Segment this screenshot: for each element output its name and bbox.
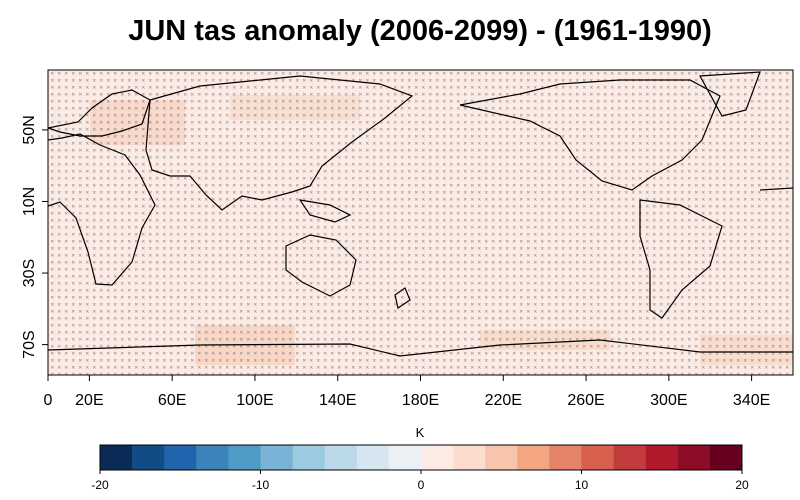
colorbar-swatch <box>292 445 326 470</box>
colorbar-swatch <box>485 445 518 470</box>
colorbar-swatch <box>388 445 422 470</box>
colorbar-swatch <box>421 445 454 470</box>
x-tick-label: 220E <box>485 392 522 409</box>
colorbar-swatch <box>581 445 615 470</box>
colorbar-swatch <box>356 445 390 470</box>
x-tick-label: 340E <box>733 392 770 409</box>
y-tick-label: 10N <box>21 187 38 216</box>
colorbar-tick-label: 10 <box>575 478 589 492</box>
colorbar-swatch <box>164 445 197 470</box>
map-axes: 0 20E 60E 100E 140E 180E 220E 260E 300E 340E 50N 10… <box>21 115 770 409</box>
colorbar-swatch <box>709 445 743 470</box>
x-tick-label: 0 <box>44 392 53 409</box>
colorbar-tick-label: -10 <box>252 478 270 492</box>
colorbar-swatch <box>100 445 133 470</box>
colorbar-swatch <box>132 445 165 470</box>
colorbar-swatch <box>260 445 294 470</box>
colorbar-tick-label: 0 <box>418 478 425 492</box>
x-tick-label: 100E <box>236 392 273 409</box>
colorbar-tick-label: 20 <box>735 478 749 492</box>
colorbar: -20 -10 0 10 20 <box>91 444 749 492</box>
colorbar-swatch <box>613 445 647 470</box>
map-field <box>48 70 793 375</box>
x-tick-label: 140E <box>319 392 356 409</box>
y-tick-label: 30S <box>21 259 38 287</box>
colorbar-label: K <box>416 425 425 440</box>
x-tick-label: 20E <box>75 392 103 409</box>
colorbar-swatch <box>677 445 711 470</box>
colorbar-tick-label: -20 <box>91 478 109 492</box>
colorbar-swatch <box>549 445 582 470</box>
colorbar-swatch <box>324 445 358 470</box>
coastlines <box>48 71 793 357</box>
y-tick-label: 50N <box>21 115 38 144</box>
x-tick-label: 180E <box>402 392 439 409</box>
colorbar-swatch <box>228 445 261 470</box>
colorbar-swatch <box>453 445 486 470</box>
x-tick-label: 60E <box>158 392 186 409</box>
colorbar-swatch <box>645 445 679 470</box>
colorbar-swatch <box>196 445 229 470</box>
title: JUN tas anomaly (2006-2099) - (1961-1990… <box>128 15 712 47</box>
colorbar-swatch <box>517 445 550 470</box>
x-tick-label: 300E <box>650 392 687 409</box>
y-tick-label: 70S <box>21 330 38 358</box>
x-tick-label: 260E <box>567 392 604 409</box>
